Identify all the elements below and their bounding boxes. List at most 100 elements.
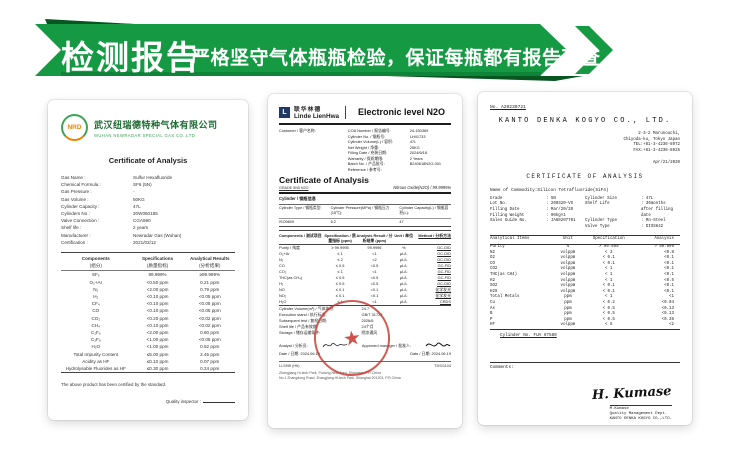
below-row: Execution stand / 执行标准: GB/T 31726 [279, 312, 451, 318]
cell-item: P [490, 317, 493, 322]
table-header-cn: (组分) (质量指标) (分析结果) [61, 262, 235, 272]
cell-spec: < 1 [605, 278, 613, 283]
cell-item: CO2 [490, 267, 498, 272]
cell-unit: μL/L [399, 287, 408, 293]
table-header: Analytical Items Unit Specification Anal… [490, 235, 680, 245]
info-label: Gas Pressure : [61, 189, 92, 195]
approver-date: 2024.06.19 [431, 350, 451, 356]
meta-label: Warranty / 保质期限: [347, 155, 384, 161]
cell-component: H₂O [279, 299, 287, 305]
table-row: H₂O <1.00 ppm 0.52 ppm [61, 343, 235, 350]
below-row: Cylinder Volume(m³) / 气体体积: 24.7 [279, 306, 451, 312]
table-row: O2 volppm < 0.1 <0.1 [490, 256, 680, 262]
table-row: As ppm < 0.5 <0.13 [490, 307, 680, 313]
product-title: Electronic level N2O [358, 107, 446, 117]
cell-unit: μL/L [399, 275, 408, 281]
info-label: Gas Name : [61, 175, 86, 180]
table-header: Components / 测试项目 Specification / 质量指标 (… [279, 230, 451, 246]
banner-title: 检测报告 [61, 39, 201, 76]
issue-date: Apr/21/2020 [652, 160, 680, 165]
meta-value: 2024/6/18 [409, 150, 428, 155]
table-body: Purity / 纯度 ≥ 99.9995 99.9996 % GC-DID O… [279, 245, 451, 307]
below-label: Cylinder Volume(m³) / 气体体积: [279, 306, 335, 312]
info-label: Valve Type [585, 224, 610, 229]
table-row: SF₆ 99.999% ≥99.999% [61, 271, 235, 278]
cell-spec: ≤ 1 [337, 269, 343, 275]
table-row: N₂ ≤ 2 <2 μL/L GC-DID [279, 257, 451, 263]
info-label: Sales Guide No. [490, 219, 527, 224]
info-label: Lot No. [490, 202, 508, 207]
cell-spec: <0.50 ppm [146, 279, 169, 285]
table-row: Cu ppm < 0.2 <0.04 [490, 301, 680, 307]
info-label: Chemical Formula : [61, 182, 101, 188]
meta-row: Filling Date / 充装日期: 2024/6/18 [348, 150, 451, 156]
info-value: CGA590 [133, 218, 151, 224]
info-label: Cylinders No : [61, 211, 90, 217]
meta-label: COA Number / 报告编号: [347, 128, 391, 133]
cell-spec: ≤0.10 ppm [146, 358, 169, 364]
cell-result: 0.07 ppm [200, 358, 220, 364]
cell-spec: < 0.1 [602, 289, 615, 294]
info-label: Shelf Life [585, 202, 610, 207]
meta-label: Batch No. / 产品批号: [347, 161, 385, 166]
cell-item: CO [490, 261, 495, 266]
meta-row: Cylinder Volume(L) / 容积: 47L [348, 139, 451, 145]
cell-unit: volppm [560, 289, 576, 294]
info-label: Filling Weight [490, 213, 525, 218]
table-body: Purity % > 99.999 > 99.999 N2 volppm < 3… [490, 245, 680, 330]
gas-info-list: Gas Name : Sulfur Hexafluoride Chemical … [61, 174, 235, 246]
cell-result: <0.05 ppm [198, 308, 221, 314]
below-value: 24个月 [361, 323, 374, 329]
stamp-star-icon: ★ [341, 326, 363, 351]
approver-signature [425, 342, 451, 347]
cell-spec: < 0.5 [602, 317, 615, 322]
cell-result: <0.05 ppm [198, 301, 221, 307]
cell-spec: ≤ 0.5 [335, 263, 345, 269]
coa-grade: GRADE 5N5 N2O [279, 186, 309, 190]
meta-value: 2 Years [409, 155, 423, 161]
cell-component: SF₆ [91, 272, 100, 278]
cell-result: <0.5 [370, 275, 379, 281]
info-value: : Mn-Steel [641, 219, 666, 224]
cell-analysis: <0.1 [664, 272, 674, 277]
cell-component: CH₄ [91, 322, 101, 328]
below-label: Subsequent test / 复检日期: [279, 318, 328, 324]
header-divider [345, 105, 347, 119]
below-row: Storage / 储存运输条件: 阴凉通风 [279, 330, 451, 336]
table-row: CO volppm < 0.1 <0.1 [490, 262, 680, 268]
cell-analysis: <0.13 [661, 312, 674, 317]
banner: 检测报告 严格坚守气体瓶瓶检验，保证每瓶都有报告可查 [35, 18, 620, 82]
meta-value: 47L [409, 139, 417, 144]
meta-fields: COA Number / 报告编号: 24-150369 Cylinder No… [348, 128, 451, 172]
table-row: H₂ ≤ 0.5 <0.5 μL/L GC-DID [279, 281, 451, 287]
cell-unit: μL/L [399, 299, 408, 305]
info-value: 2021/03/12 [133, 239, 156, 245]
document-number: No. A20230721 [490, 105, 526, 110]
cell-spec: <0.10 ppm [146, 301, 169, 307]
cell-component: H₂O [91, 344, 101, 350]
certificate-newradar: NRD 武汉纽瑞德特种气体有限公司 WUHAN NEWRADAR SPECIAL… [48, 100, 248, 420]
table-row: Hydrolysable Fluorides as HF ≤0.30 ppm 0… [61, 365, 235, 372]
newradar-header: NRD 武汉纽瑞德特种气体有限公司 WUHAN NEWRADAR SPECIAL… [61, 114, 235, 141]
info-value: Sulfur Hexafluoride [133, 175, 173, 180]
cell-analysis: <0.5 [664, 278, 674, 283]
cell-spec: <0.10 ppm [146, 294, 169, 300]
cell-spec: ≤ 1 [337, 299, 343, 305]
info-row: Certification : 2021/03/12 [61, 239, 235, 246]
cell-method: GC-FID [437, 269, 451, 275]
cell-result: <0.1 [370, 287, 379, 293]
cell-method: GC-FID [437, 263, 451, 269]
cell-unit: μL/L [399, 257, 408, 263]
cell-method: GC-DID [437, 251, 451, 257]
info-value: - [133, 189, 135, 195]
cell-item: B [490, 312, 493, 317]
coa-title-row: Certificate of Analysis GRADE 5N5 N2O Ni… [279, 175, 451, 194]
cell-method: GC-FID [437, 275, 451, 281]
signature-section: Analyst / 分析员: Approved manager / 批准人: D… [279, 340, 451, 358]
col-specifications: Specifications [141, 255, 174, 261]
info-label: Filling Date [490, 208, 520, 212]
cell-result: 99.9996 [367, 245, 382, 251]
cell-spec: < 0.5 [602, 306, 615, 311]
cylinder-number: Cylinder No. FUA 67580 [500, 332, 557, 338]
meta-value: 24-150369 [409, 128, 429, 133]
